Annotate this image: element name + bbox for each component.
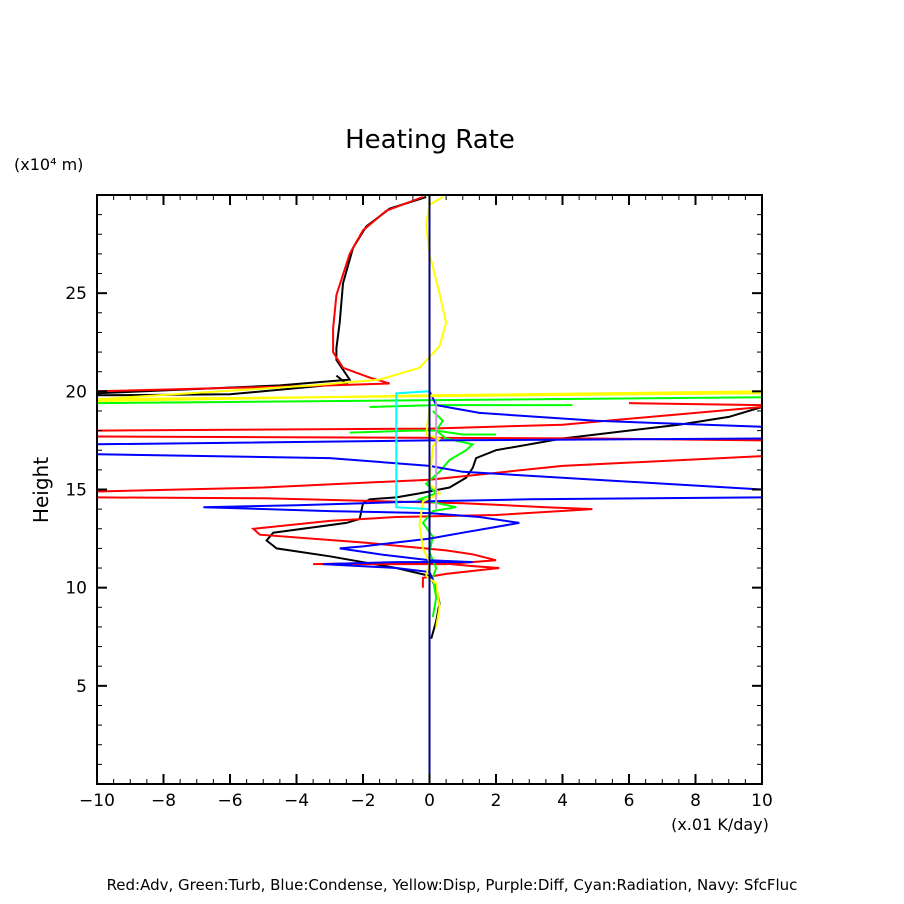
y-tick-label: 20 bbox=[65, 382, 87, 402]
axes-layer: −10 −8 −6 −4 −2 0 2 4 6 8 10 5 10 15 20 25 bbox=[65, 194, 773, 811]
x-axis-label: (x.01 K/day) bbox=[671, 815, 769, 834]
x-tick-label: 6 bbox=[624, 791, 635, 811]
x-tick-label: 0 bbox=[424, 791, 435, 811]
series-adv-e bbox=[96, 496, 593, 588]
series-condense-d bbox=[203, 496, 763, 581]
series-disp-c bbox=[418, 406, 442, 628]
y-axis-label: Height bbox=[29, 457, 53, 523]
series-turb-c bbox=[349, 429, 496, 436]
x-tick-label: −8 bbox=[151, 791, 176, 811]
series-total bbox=[96, 196, 427, 397]
series-layer bbox=[96, 195, 763, 784]
x-tick-label: −10 bbox=[79, 791, 115, 811]
y-tick-label: 25 bbox=[65, 284, 87, 304]
series-radiation bbox=[395, 390, 430, 511]
y-tick-label: 10 bbox=[65, 579, 87, 599]
x-tick-label: −6 bbox=[217, 791, 242, 811]
series-condense-c bbox=[96, 453, 763, 491]
series-condense bbox=[428, 390, 763, 428]
series-adv-b bbox=[96, 406, 763, 432]
series-adv-f bbox=[628, 402, 763, 407]
y-tick-label: 15 bbox=[65, 481, 87, 501]
x-tick-label: 8 bbox=[690, 791, 701, 811]
x-tick-label: 2 bbox=[491, 791, 502, 811]
x-tick-label: 4 bbox=[557, 791, 568, 811]
y-unit-label: (x10⁴ m) bbox=[14, 155, 83, 174]
series-turb-b bbox=[369, 404, 573, 408]
y-tick-label: 5 bbox=[76, 677, 87, 697]
series-adv bbox=[96, 196, 424, 393]
x-tick-label: −4 bbox=[284, 791, 309, 811]
x-tick-label: 10 bbox=[751, 791, 773, 811]
x-tick-label: −2 bbox=[350, 791, 375, 811]
legend: Red:Adv, Green:Turb, Blue:Condense, Yell… bbox=[107, 876, 798, 894]
chart-title: Heating Rate bbox=[345, 125, 515, 155]
series-disp bbox=[96, 196, 763, 401]
